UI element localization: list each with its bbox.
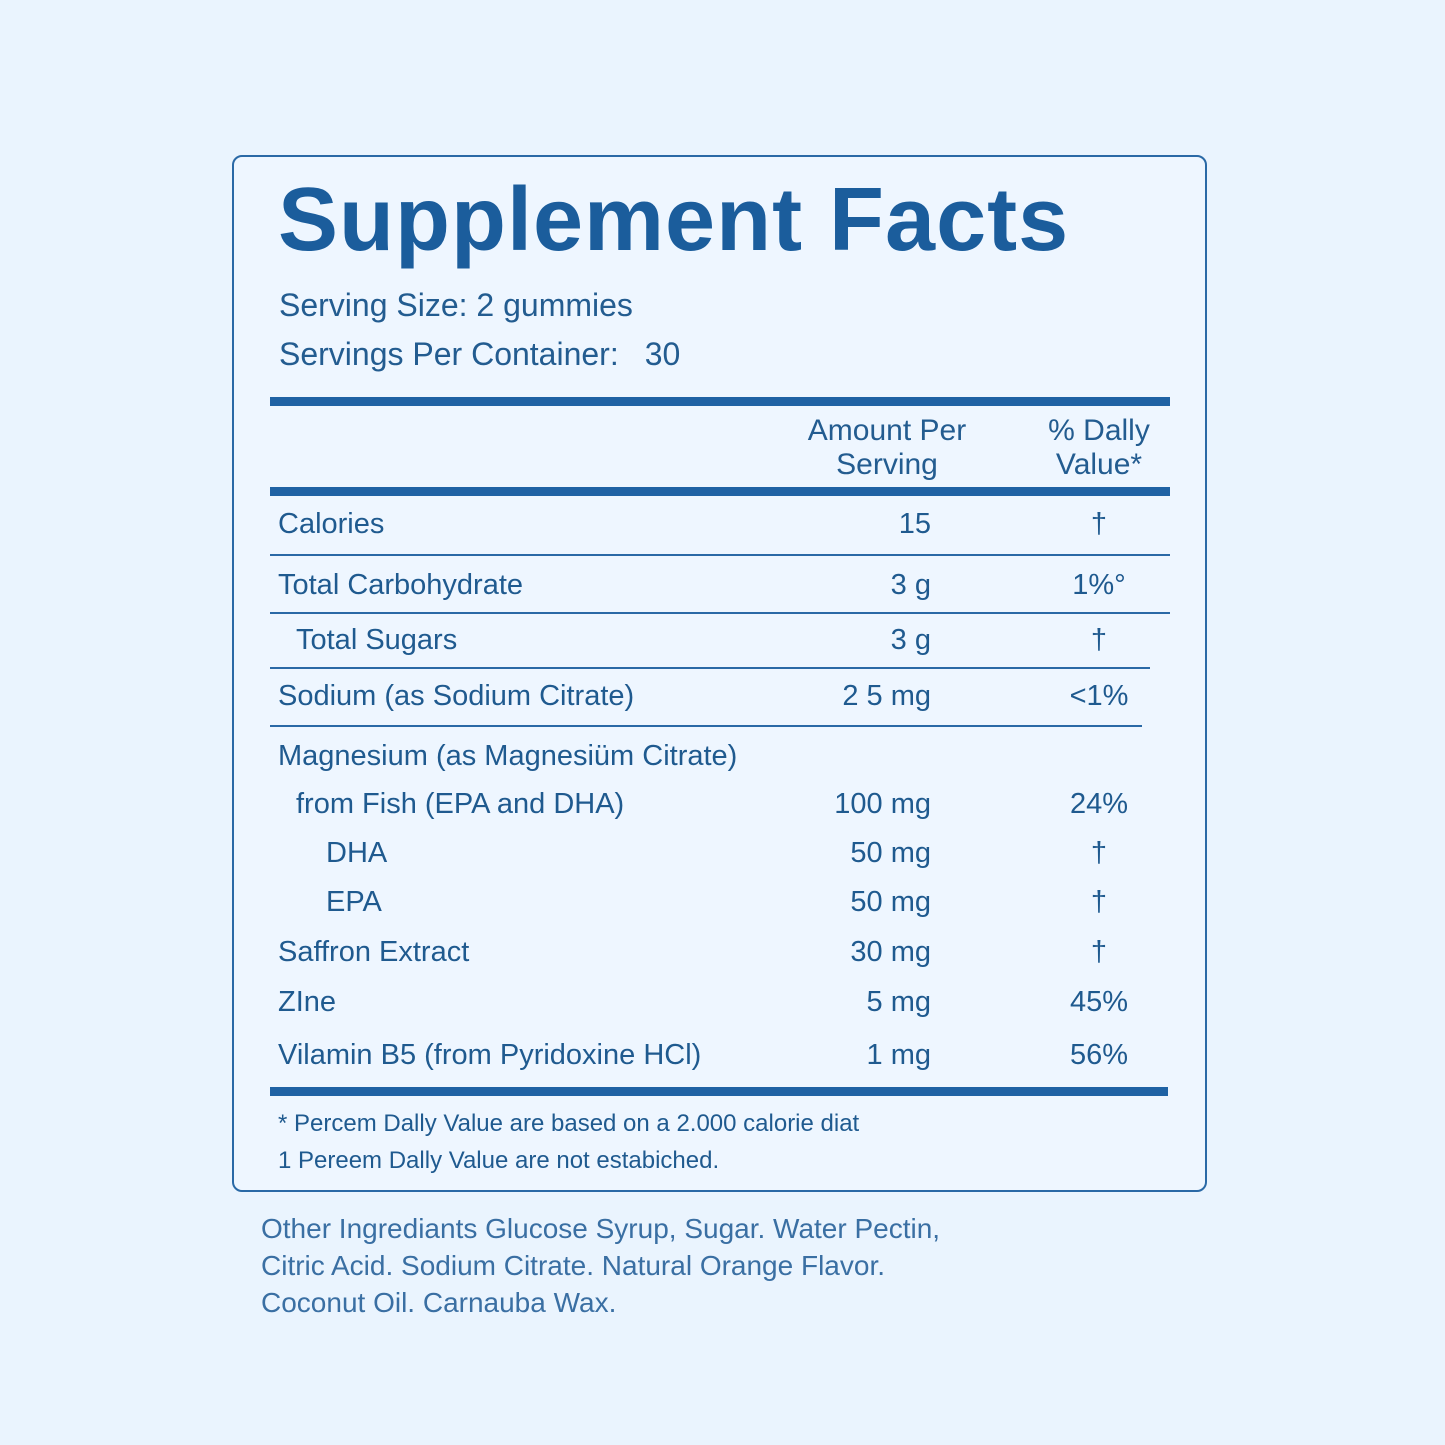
row-daily-value: † [1090,624,1108,656]
row-name: Saffron Extract [278,936,470,968]
footnote-daily-value: * Percem Dally Value are based on a 2.00… [278,1110,860,1137]
row-daily-value: 45% [1069,986,1129,1018]
table-row: Total Carbohydrate 3 g 1%° [234,565,1209,605]
other-ingredients: Other Ingrediants Glucose Syrup, Sugar. … [261,1210,1021,1321]
row-amount: 2 5 mg [842,680,931,712]
table-row: Calories 15 † [234,504,1209,544]
row-amount: 50 mg [850,837,931,869]
row-amount: 3 g [890,569,931,601]
servings-per-container-value: 30 [644,336,681,372]
other-ingredients-line2: Citric Acid. Sodium Citrate. Natural Ora… [261,1250,886,1281]
row-daily-value: † [1090,936,1108,968]
row-amount: 3 g [890,624,931,656]
row-amount: 1 mg [866,1039,931,1071]
other-ingredients-line3: Coconut Oil. Carnauba Wax. [261,1287,617,1318]
row-daily-value: 56% [1069,1039,1129,1071]
page-title: Supplement Facts [278,170,1070,270]
row-divider [270,725,1142,727]
row-daily-value: 1%° [1072,569,1126,601]
other-ingredients-line1: Other Ingrediants Glucose Syrup, Sugar. … [261,1213,941,1244]
servings-per-container: Servings Per Container: 30 [279,338,680,370]
daily-value-header: % Dally Value* [1034,414,1164,482]
row-name: Total Sugars [296,624,458,656]
row-divider [270,612,1170,614]
row-name: DHA [326,837,388,869]
row-divider [270,554,1170,556]
row-daily-value: † [1090,886,1108,918]
row-name: Magnesium (as Magnesiüm Citrate) [278,740,738,772]
servings-per-container-label: Servings Per Container: [279,336,619,372]
table-row: DHA 50 mg † [234,833,1209,873]
row-amount: 5 mg [866,986,931,1018]
amount-header-line1: Amount Per [807,414,967,447]
top-divider [270,397,1170,406]
row-name: from Fish (EPA and DHA) [296,788,625,820]
table-row: ZIne 5 mg 45% [234,982,1209,1022]
row-daily-value: † [1090,837,1108,869]
table-row: Sodium (as Sodium Citrate) 2 5 mg <1% [234,676,1209,716]
row-name: Total Carbohydrate [278,569,524,601]
supplement-facts-panel: Supplement Facts Serving Size: 2 gummies… [232,155,1207,1192]
row-amount: 15 [898,508,931,540]
row-name: Sodium (as Sodium Citrate) [278,680,635,712]
row-divider [270,667,1150,669]
header-divider [270,487,1170,496]
row-amount: 100 mg [834,788,931,820]
row-amount: 50 mg [850,886,931,918]
row-name: Calories [278,508,385,540]
bottom-divider [270,1087,1168,1096]
row-amount: 30 mg [850,936,931,968]
dv-header-line2: Value* [1055,448,1143,481]
row-name: ZIne [278,986,337,1018]
row-name: EPA [326,886,382,918]
table-row: Vilamin B5 (from Pyridoxine HCl) 1 mg 56… [234,1035,1209,1075]
dv-header-line1: % Dally [1048,414,1150,447]
row-daily-value: † [1090,508,1108,540]
row-daily-value: <1% [1069,680,1129,712]
amount-header-line2: Serving [836,448,938,481]
row-name: Vilamin B5 (from Pyridoxine HCl) [278,1039,702,1071]
serving-size: Serving Size: 2 gummies [279,287,633,323]
table-row: EPA 50 mg † [234,882,1209,922]
table-row: Total Sugars 3 g † [234,620,1209,660]
table-row: from Fish (EPA and DHA) 100 mg 24% [234,784,1209,824]
row-daily-value: 24% [1069,788,1129,820]
footnote-not-established: 1 Pereem Dally Value are not estabiched. [278,1147,720,1174]
amount-per-serving-header: Amount Per Serving [792,414,982,482]
table-row: Magnesium (as Magnesiüm Citrate) [234,736,1209,776]
table-row: Saffron Extract 30 mg † [234,932,1209,972]
